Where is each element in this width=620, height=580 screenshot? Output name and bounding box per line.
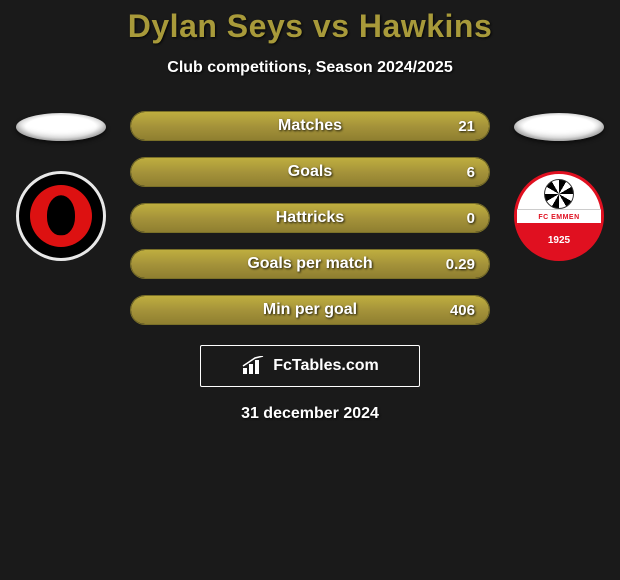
club-logo-left — [16, 171, 106, 261]
stat-bar: Goals per match 0.29 — [130, 249, 490, 279]
subtitle: Club competitions, Season 2024/2025 — [0, 59, 620, 77]
left-player-col — [6, 105, 116, 261]
stats-bars: Matches 21 Goals 6 Hattricks 0 Goals per… — [130, 105, 490, 325]
stat-fill — [131, 204, 489, 232]
stat-value: 0 — [467, 204, 475, 232]
watermark-text: FcTables.com — [273, 357, 379, 375]
stat-bar: Hattricks 0 — [130, 203, 490, 233]
stat-fill — [131, 250, 489, 278]
stat-bar: Goals 6 — [130, 157, 490, 187]
bar-chart-icon — [241, 356, 267, 376]
stat-fill — [131, 112, 489, 140]
stat-value: 21 — [458, 112, 475, 140]
stat-value: 406 — [450, 296, 475, 324]
watermark-badge: FcTables.com — [200, 345, 420, 387]
stat-value: 0.29 — [446, 250, 475, 278]
right-player-col: FC EMMEN 1925 — [504, 105, 614, 261]
comparison-card: Dylan Seys vs Hawkins Club competitions,… — [0, 0, 620, 423]
player-avatar-left — [16, 113, 106, 141]
club-logo-left-inner — [30, 185, 92, 247]
soccer-ball-icon — [544, 179, 574, 209]
stat-value: 6 — [467, 158, 475, 186]
page-title: Dylan Seys vs Hawkins — [0, 8, 620, 45]
main-row: Matches 21 Goals 6 Hattricks 0 Goals per… — [0, 105, 620, 325]
stat-fill — [131, 296, 489, 324]
club-logo-left-silhouette — [47, 195, 75, 235]
club-logo-right: FC EMMEN 1925 — [514, 171, 604, 261]
stat-bar: Matches 21 — [130, 111, 490, 141]
stat-bar: Min per goal 406 — [130, 295, 490, 325]
player-avatar-right — [514, 113, 604, 141]
club-logo-right-bottom: 1925 — [517, 223, 601, 258]
stat-fill — [131, 158, 489, 186]
date-text: 31 december 2024 — [0, 405, 620, 423]
